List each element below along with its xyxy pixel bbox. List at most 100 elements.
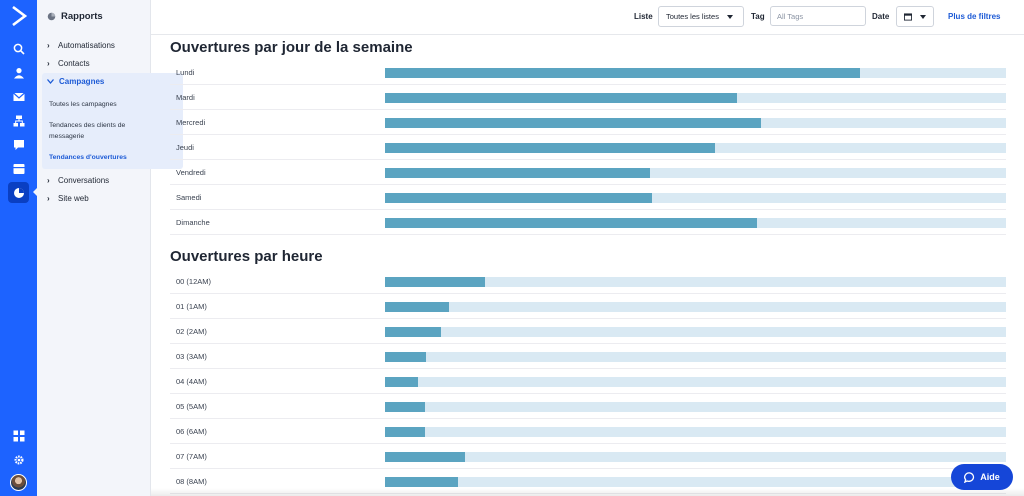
hour-row: 01 (1AM) [170,294,1006,319]
active-indicator [33,187,38,197]
weekday-bar-track [385,218,1006,228]
hour-row: 03 (3AM) [170,344,1006,369]
website-icon[interactable] [8,158,29,179]
sidebar-item-campagnes[interactable]: Campagnes [47,77,104,86]
sidebar-title: Rapports [61,11,103,22]
hour-row: 02 (2AM) [170,319,1006,344]
hour-bar-fill[interactable] [385,452,466,462]
chevron-down-icon [47,79,54,84]
mail-icon[interactable] [8,86,29,107]
apps-icon[interactable] [8,425,29,446]
chevron-right-icon: › [47,41,50,50]
hour-bar-fill[interactable] [385,427,426,437]
weekday-row-label: Mardi [176,93,195,102]
tag-input[interactable]: All Tags [770,6,866,26]
weekday-bar-track [385,143,1006,153]
hour-bar-track [385,477,1006,487]
sidebar-subitem-toutes-campagnes[interactable]: Toutes les campagnes [49,101,117,108]
hour-bar-fill[interactable] [385,302,449,312]
weekday-row-label: Dimanche [176,218,210,227]
date-filter-label: Date [872,12,890,21]
hour-bar-fill[interactable] [385,277,485,287]
automation-icon[interactable] [8,110,29,131]
hour-row-label: 08 (8AM) [176,477,207,486]
filter-bar: Liste Toutes les listes Tag All Tags Dat… [151,0,1024,35]
hour-row-label: 05 (5AM) [176,402,207,411]
hour-row: 06 (6AM) [170,419,1006,444]
hour-row: 00 (12AM) [170,269,1006,294]
hour-row-label: 01 (1AM) [176,302,207,311]
weekday-bar-fill[interactable] [385,118,762,128]
user-avatar[interactable] [10,474,27,491]
weekday-bar-track [385,68,1006,78]
calendar-icon [904,12,912,21]
reports-sidebar: Rapports › Automatisations › Contacts Ca… [37,0,183,496]
weekday-row: Samedi [170,185,1006,210]
weekday-row: Mardi [170,85,1006,110]
sidebar-item-automatisations[interactable]: › Automatisations [47,41,115,50]
hour-bar-fill[interactable] [385,327,441,337]
hour-bar-track [385,277,1006,287]
hour-row: 05 (5AM) [170,394,1006,419]
hour-bar-track [385,427,1006,437]
date-picker-button[interactable] [896,6,934,27]
sidebar-item-site-web[interactable]: › Site web [47,194,89,203]
conversations-icon[interactable] [8,134,29,155]
app-logo-icon[interactable] [10,6,27,26]
hour-bar-fill[interactable] [385,402,426,412]
contacts-icon[interactable] [8,62,29,83]
weekday-bar-track [385,118,1006,128]
hour-row: 04 (4AM) [170,369,1006,394]
hour-bar-track [385,302,1006,312]
hour-bar-fill[interactable] [385,377,418,387]
weekday-row-label: Samedi [176,193,202,202]
weekday-bar-fill[interactable] [385,68,861,78]
hour-row-label: 07 (7AM) [176,452,207,461]
scroll-fade [151,488,1024,496]
list-select[interactable]: Toutes les listes [658,6,744,27]
weekday-section-title: Ouvertures par jour de la semaine [170,39,413,56]
help-button[interactable]: Aide [951,464,1013,490]
hour-row-label: 04 (4AM) [176,377,207,386]
sidebar-subitem-tendances-ouvertures[interactable]: Tendances d'ouvertures [49,154,127,161]
hour-bar-fill[interactable] [385,352,426,362]
hour-section-title: Ouvertures par heure [170,248,323,265]
tag-filter-label: Tag [751,12,765,21]
caret-down-icon [726,14,733,19]
chevron-right-icon: › [47,176,50,185]
sidebar-item-label: Contacts [58,59,90,68]
weekday-bar-track [385,93,1006,103]
sidebar-group-campagnes: Campagnes Toutes les campagnes Tendances… [42,73,183,169]
more-filters-link[interactable]: Plus de filtres [948,12,1001,21]
sidebar-subitem-tendances-clients[interactable]: Tendances des clients de messagerie [49,122,126,140]
weekday-row: Jeudi [170,135,1006,160]
hour-row: 08 (8AM) [170,469,1006,494]
chat-bubble-icon [964,471,975,483]
weekday-row-label: Vendredi [176,168,206,177]
settings-gear-icon[interactable] [8,449,29,470]
weekday-bar-fill[interactable] [385,143,716,153]
sidebar-item-contacts[interactable]: › Contacts [47,59,90,68]
reports-icon[interactable] [8,182,29,203]
weekday-bar-fill[interactable] [385,218,757,228]
hour-row-label: 02 (2AM) [176,327,207,336]
hour-row-label: 06 (6AM) [176,427,207,436]
sidebar-item-label: Conversations [58,176,110,185]
weekday-row-label: Lundi [176,68,195,77]
weekday-bar-fill[interactable] [385,168,650,178]
reports-pie-icon [47,12,56,21]
hour-row: 07 (7AM) [170,444,1006,469]
list-filter-label: Liste [634,12,653,21]
hour-bar-track [385,327,1006,337]
sidebar-item-conversations[interactable]: › Conversations [47,176,109,185]
caret-down-icon [920,14,926,19]
weekday-bar-fill[interactable] [385,193,653,203]
weekday-row: Vendredi [170,160,1006,185]
hour-bar-track [385,402,1006,412]
list-select-value: Toutes les listes [666,12,719,21]
weekday-bar-fill[interactable] [385,93,738,103]
search-icon[interactable] [8,38,29,59]
icon-rail [0,0,38,496]
hour-bar-fill[interactable] [385,477,459,487]
weekday-row-label: Jeudi [176,143,194,152]
